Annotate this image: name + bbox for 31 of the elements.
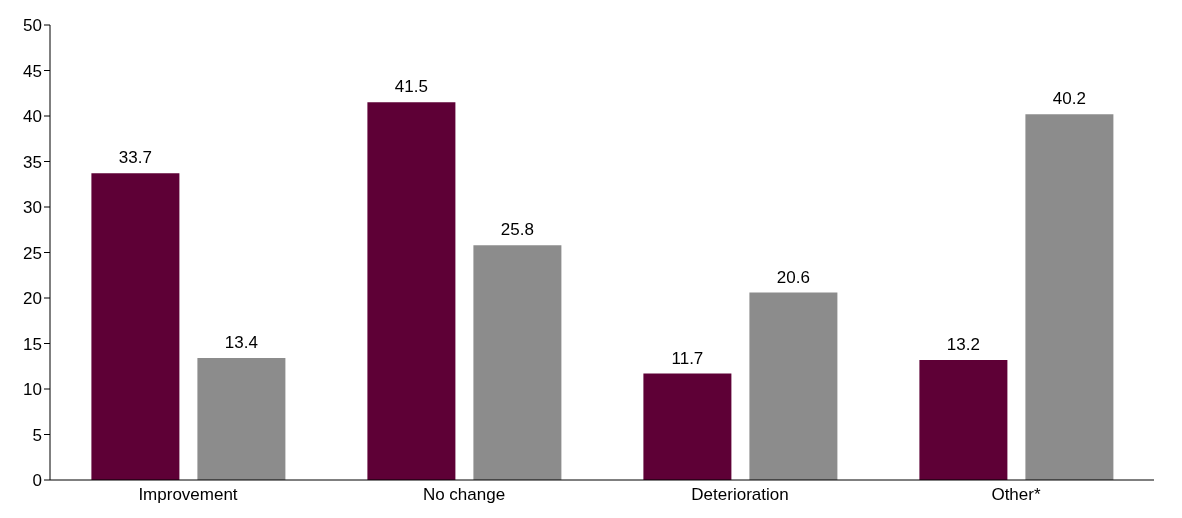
x-tick-label: No change bbox=[422, 485, 506, 505]
bar bbox=[919, 359, 1008, 480]
bar bbox=[643, 373, 732, 480]
x-tick-label: Other* bbox=[991, 485, 1041, 505]
y-tick-label: 45 bbox=[23, 61, 42, 81]
bar bbox=[197, 358, 286, 480]
data-label: 41.5 bbox=[394, 77, 428, 97]
x-tick-label: Improvement bbox=[138, 485, 238, 505]
bar bbox=[91, 173, 180, 480]
y-tick-label: 25 bbox=[23, 243, 42, 263]
data-label: 13.4 bbox=[224, 333, 258, 353]
y-tick-label: 50 bbox=[23, 16, 42, 36]
y-tick-label: 0 bbox=[32, 471, 42, 491]
y-tick-label: 40 bbox=[23, 107, 42, 127]
y-tick-label: 20 bbox=[23, 289, 42, 309]
data-label: 33.7 bbox=[118, 148, 152, 168]
data-label: 40.2 bbox=[1052, 89, 1086, 109]
y-tick-label: 35 bbox=[23, 152, 42, 172]
bar bbox=[473, 245, 562, 480]
y-tick-label: 30 bbox=[23, 198, 42, 218]
data-label: 20.6 bbox=[776, 267, 810, 287]
data-label: 13.2 bbox=[946, 334, 980, 354]
data-label: 11.7 bbox=[671, 348, 704, 368]
data-label: 25.8 bbox=[500, 220, 534, 240]
y-tick-label: 15 bbox=[23, 334, 42, 354]
y-tick-label: 10 bbox=[23, 380, 42, 400]
bar bbox=[749, 292, 838, 480]
y-tick-label: 5 bbox=[32, 425, 42, 445]
x-tick-label: Deterioration bbox=[691, 485, 789, 505]
bar bbox=[1025, 114, 1114, 480]
bar bbox=[367, 102, 456, 480]
